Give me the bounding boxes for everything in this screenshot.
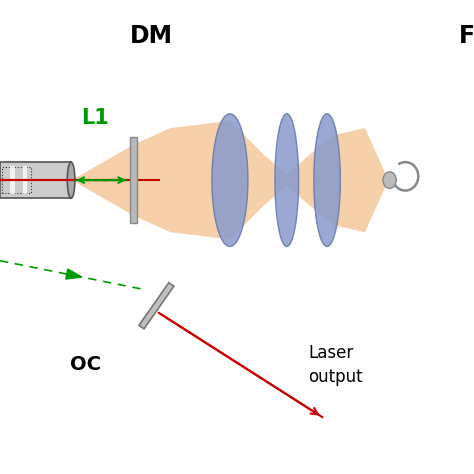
Polygon shape <box>72 145 134 216</box>
Bar <box>130 137 137 223</box>
Bar <box>10 166 15 194</box>
Polygon shape <box>314 114 340 246</box>
Bar <box>0 162 71 198</box>
Polygon shape <box>275 114 299 246</box>
Polygon shape <box>66 269 82 279</box>
Bar <box>23 166 27 194</box>
Polygon shape <box>212 114 248 246</box>
Text: L1: L1 <box>81 109 109 128</box>
Text: output: output <box>308 368 363 386</box>
Text: F: F <box>459 24 474 48</box>
Polygon shape <box>139 283 174 329</box>
Ellipse shape <box>67 162 75 198</box>
Text: Laser: Laser <box>308 344 353 362</box>
Ellipse shape <box>383 172 396 188</box>
Text: OC: OC <box>70 356 101 374</box>
Text: DM: DM <box>130 24 173 48</box>
Bar <box>2 167 31 193</box>
Polygon shape <box>134 121 386 239</box>
